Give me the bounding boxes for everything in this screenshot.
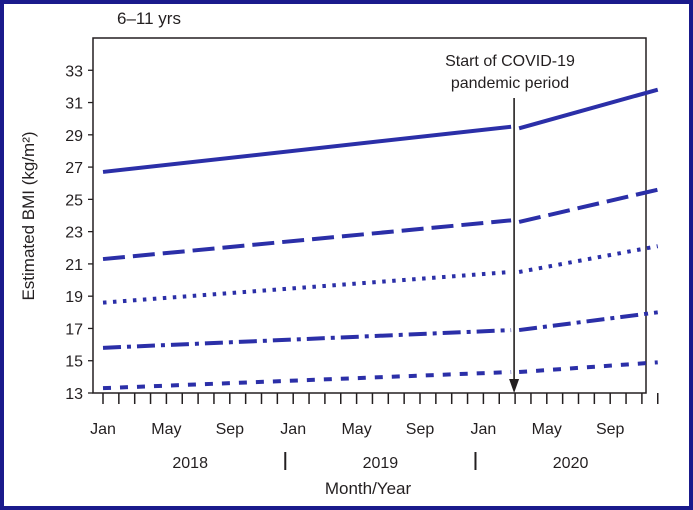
x-tick-label: May: [532, 421, 562, 438]
bmi-chart: 6–11 yrs 13 15 17 19 21 23 25 27 29 31 33 Jan May Se…: [19, 9, 659, 498]
x-axis-label: Month/Year: [325, 479, 412, 498]
series-line-dotted-before: [102, 269, 512, 305]
y-tick-label: 33: [65, 63, 83, 80]
series-layer: [102, 87, 659, 391]
plot-area-frame: [92, 37, 647, 394]
y-tick-label: 23: [65, 225, 83, 242]
y-tick-label: 19: [65, 289, 83, 306]
annotation-arrow-head-icon: [509, 379, 520, 393]
y-tick-label: 17: [65, 321, 83, 338]
year-label: 2018: [172, 455, 208, 472]
figure-panel: 6–11 yrs 13 15 17 19 21 23 25 27 29 31 33 Jan May Se…: [4, 4, 689, 506]
series-line-dashed-before: [102, 218, 512, 262]
series-line-short-dashed-before: [102, 370, 512, 391]
x-tick-label: May: [151, 421, 181, 438]
chart-title: 6–11 yrs: [117, 9, 181, 28]
x-tick-label: May: [341, 421, 371, 438]
series-line-short-dashed-after: [518, 360, 658, 375]
series-line-dash-dot-before: [102, 328, 512, 350]
y-axis: 13 15 17 19 21 23 25 27 29 31 33: [65, 63, 93, 403]
y-tick-label: 29: [65, 128, 83, 145]
series-line-solid-before: [102, 124, 512, 174]
y-tick-label: 15: [65, 354, 83, 371]
x-tick-label: Jan: [90, 421, 116, 438]
x-tick-label: Jan: [280, 421, 306, 438]
x-tick-label: Sep: [406, 421, 435, 438]
series-line-dash-dot-after: [518, 310, 659, 333]
covid-annotation: Start of COVID-19 pandemic period: [445, 53, 575, 393]
y-tick-label: 13: [65, 386, 83, 403]
x-axis: Jan May Sep Jan May Sep Jan May Sep 2018 2019 2020: [90, 393, 659, 472]
annotation-text-line-2: pandemic period: [451, 75, 569, 92]
y-tick-label: 25: [65, 192, 83, 209]
series-line-dashed-after: [518, 187, 659, 224]
series-line-dotted-after: [518, 244, 659, 274]
x-tick-label: Jan: [471, 421, 497, 438]
x-tick-label: Sep: [216, 421, 245, 438]
annotation-text-line-1: Start of COVID-19: [445, 53, 575, 70]
y-tick-label: 31: [65, 96, 83, 113]
year-label: 2019: [363, 455, 399, 472]
year-label: 2020: [553, 455, 589, 472]
series-line-solid-after: [518, 87, 659, 131]
y-tick-label: 27: [65, 160, 83, 177]
y-axis-label: Estimated BMI (kg/m²): [19, 131, 38, 300]
x-tick-label: Sep: [596, 421, 625, 438]
y-tick-label: 21: [65, 257, 83, 274]
